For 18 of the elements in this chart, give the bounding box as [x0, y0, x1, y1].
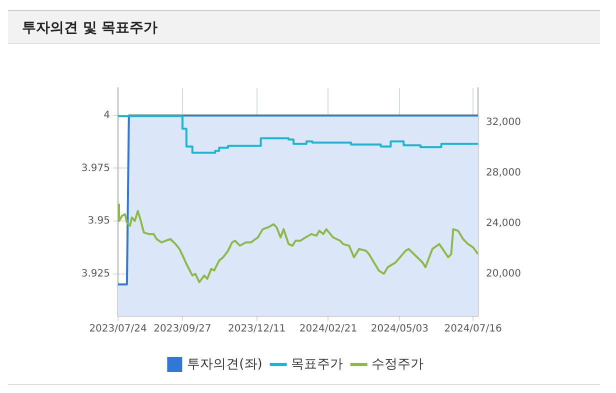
- x-tick-label: 2023/07/24: [89, 324, 147, 335]
- y2-tick-label: 28,000: [486, 168, 521, 179]
- x-tick-label: 2024/07/16: [444, 324, 502, 335]
- x-tick-label: 2024/05/03: [370, 324, 428, 335]
- y2-tick-label: 32,000: [486, 117, 521, 128]
- x-tick-label: 2023/12/11: [228, 324, 286, 335]
- y-tick-label: 3.975: [81, 162, 110, 174]
- y-tick-label: 4: [104, 110, 110, 122]
- x-tick-label: 2023/09/27: [154, 324, 212, 335]
- y2-tick-label: 20,000: [486, 268, 521, 280]
- legend-label: 목표주가: [290, 356, 343, 372]
- y-tick-label: 3.95: [88, 216, 110, 227]
- y-tick-label: 3.925: [81, 268, 110, 280]
- chart-title: 투자의견 및 목표주가: [8, 10, 600, 44]
- legend-label: 투자의견(좌): [187, 356, 262, 372]
- legend-label: 수정주가: [371, 356, 424, 372]
- x-tick-label: 2024/02/21: [299, 324, 358, 335]
- y2-tick-label: 24,000: [486, 218, 521, 230]
